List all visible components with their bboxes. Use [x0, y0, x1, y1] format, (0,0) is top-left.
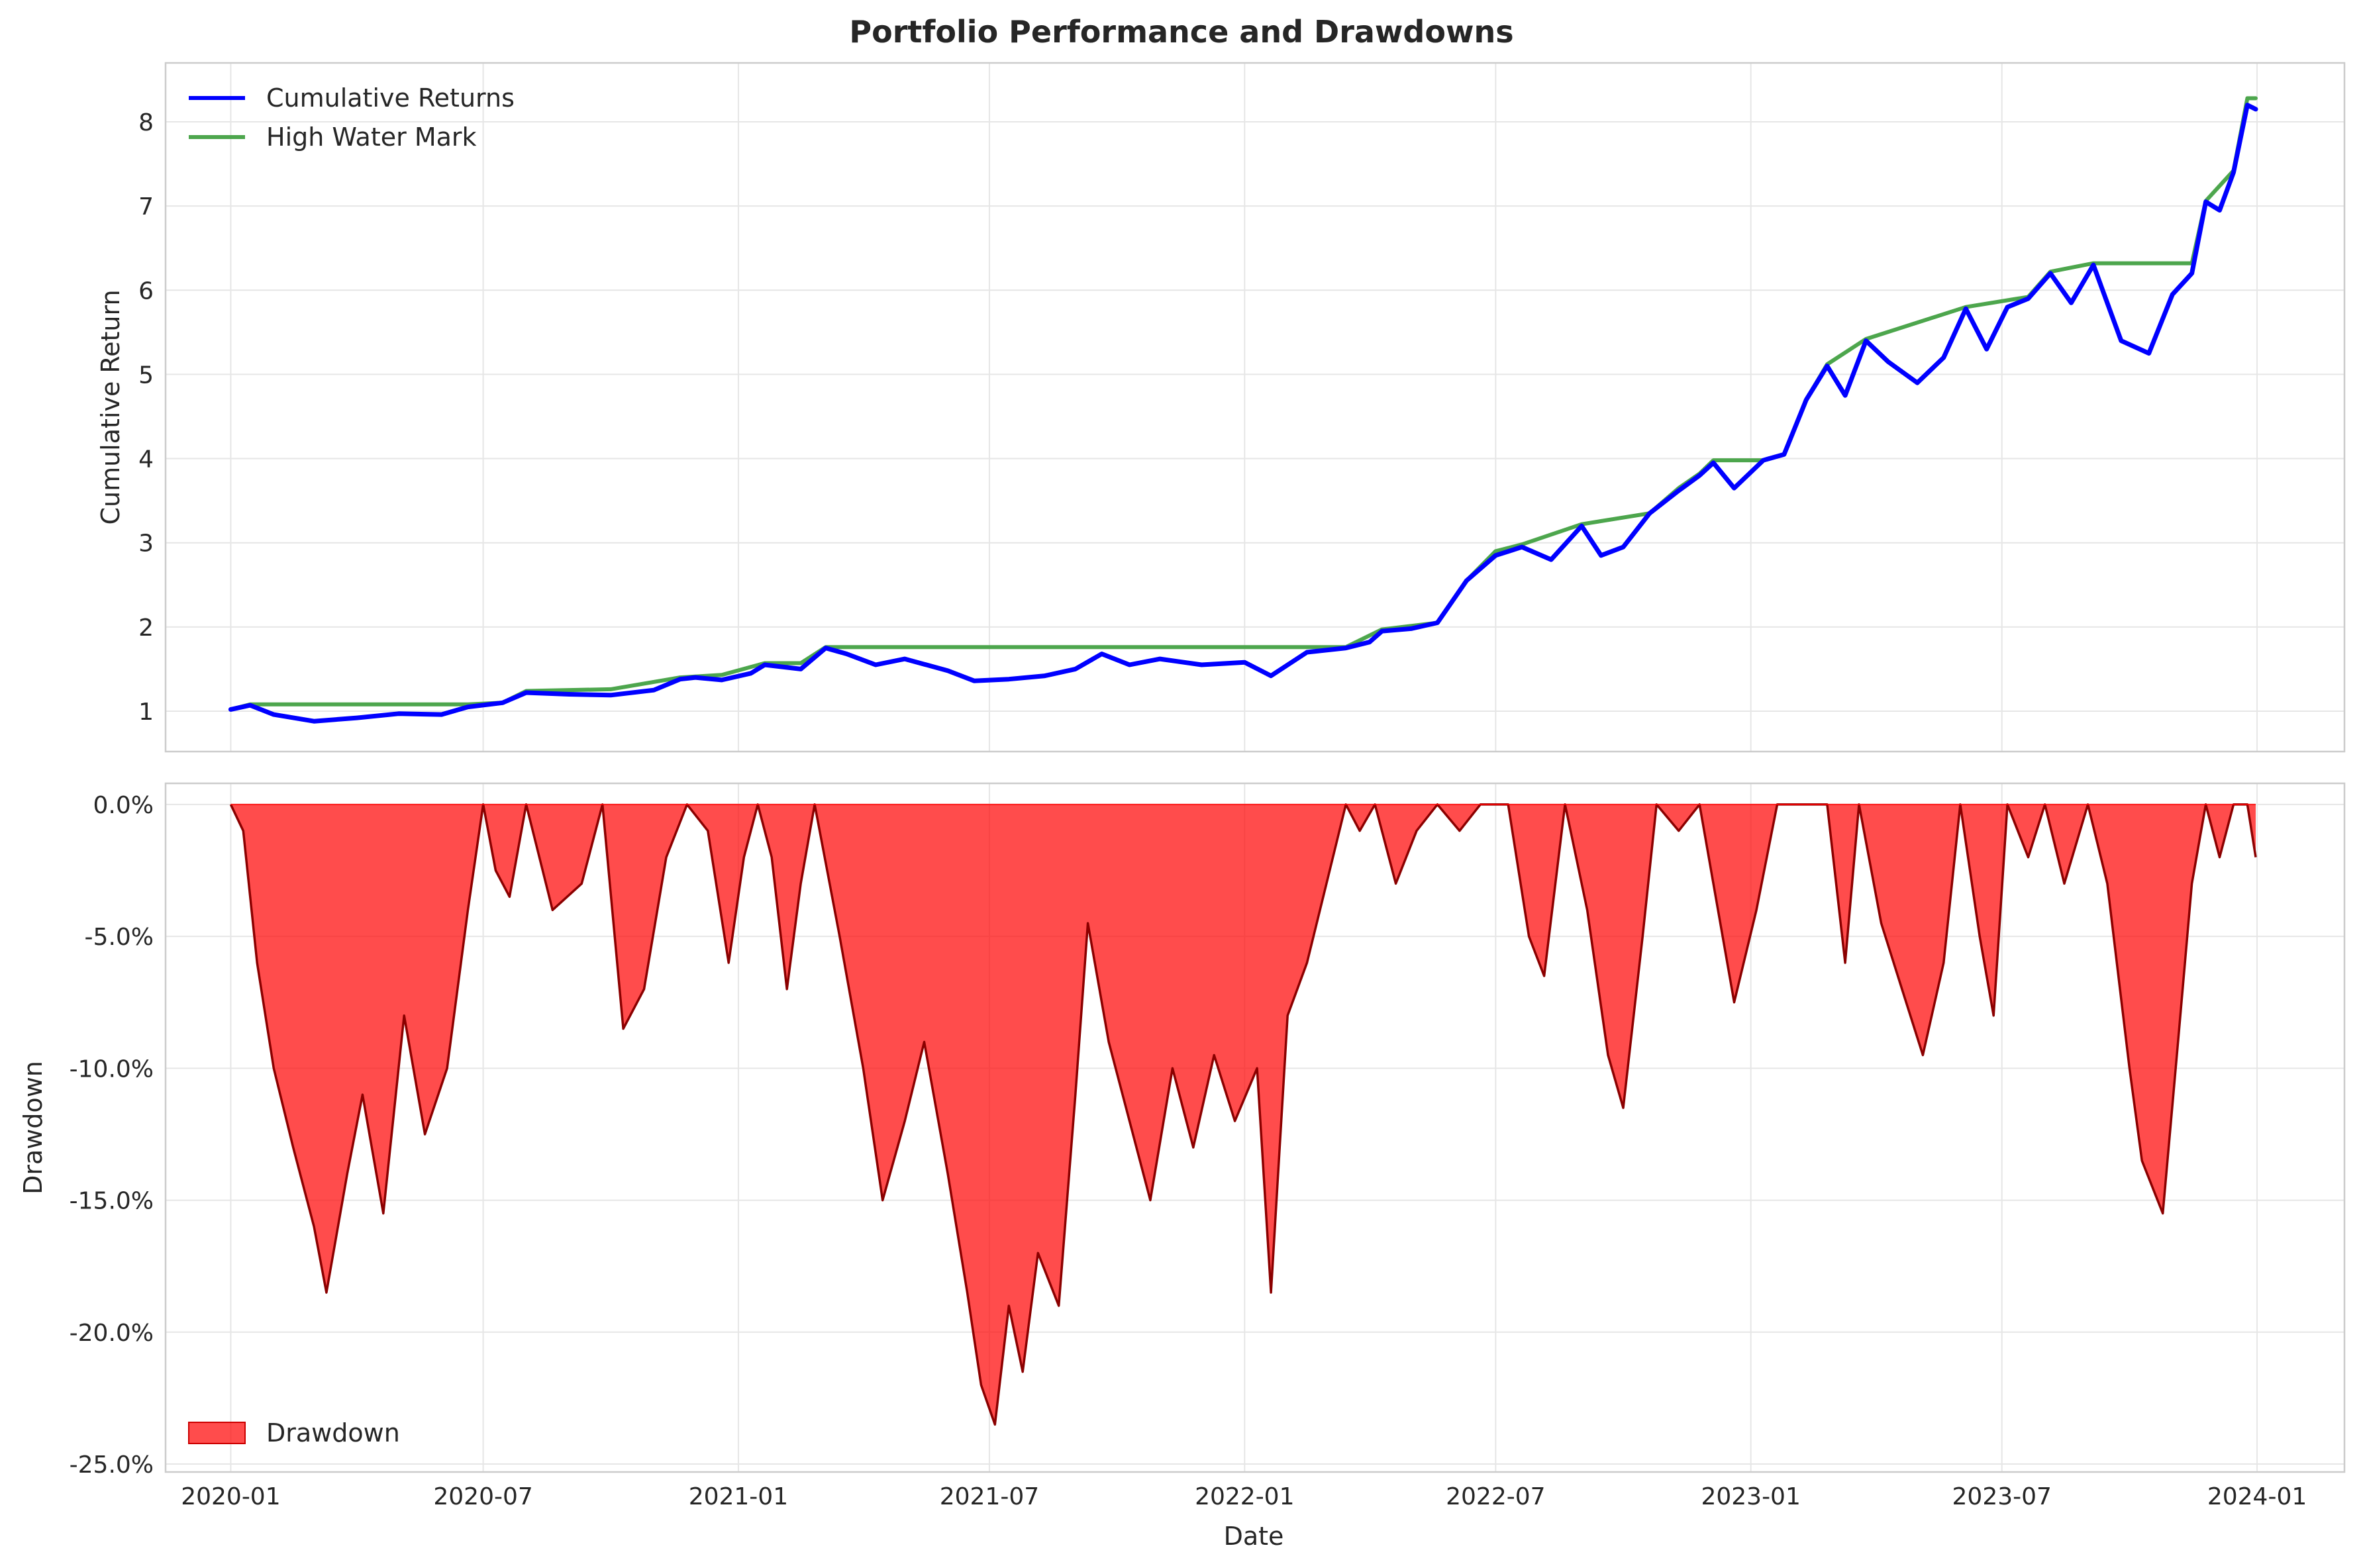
legend-label-cumulative-returns: Cumulative Returns: [266, 83, 515, 113]
bottom-y-tick-label-0: 0.0%: [93, 792, 154, 819]
bottom-y-tick-label-3: -15.0%: [70, 1188, 154, 1215]
legend-label-high-water-mark: High Water Mark: [266, 122, 477, 152]
bottom-panel: 0.0% -5.0% -10.0% -15.0% -20.0% -25.0% 2020-0…: [19, 782, 2346, 1551]
x-tick-label-2: 2021-01: [689, 1483, 788, 1510]
x-tick-label-4: 2022-01: [1195, 1483, 1294, 1510]
top-y-tick-label-7: 8: [138, 109, 154, 136]
bottom-y-ticks: 0.0% -5.0% -10.0% -15.0% -20.0% -25.0%: [70, 792, 154, 1479]
top-y-tick-label-4: 5: [138, 362, 154, 389]
cumulative-returns-line: [228, 103, 2258, 724]
drawdown-area: [230, 804, 2256, 1425]
top-y-ticks: 1 2 3 4 5 6 7 8: [138, 109, 154, 726]
drawdown-line: [229, 803, 2257, 1426]
x-tick-label-0: 2020-01: [181, 1483, 280, 1510]
bottom-y-tick-label-5: -25.0%: [70, 1451, 154, 1479]
x-axis-label: Date: [1224, 1522, 1284, 1551]
legend-swatch-drawdown: [188, 1422, 246, 1444]
bottom-y-tick-label-4: -20.0%: [70, 1320, 154, 1347]
x-tick-label-8: 2024-01: [2207, 1483, 2307, 1510]
top-panel: 1 2 3 4 5 6 7 8 Cumulative Return Cumulative Re…: [96, 62, 2346, 753]
top-legend: Cumulative Returns High Water Mark: [189, 83, 515, 152]
top-y-tick-label-0: 1: [138, 699, 154, 726]
top-y-tick-label-2: 3: [138, 530, 154, 558]
bottom-y-tick-label-1: -5.0%: [85, 924, 154, 951]
top-y-tick-label-5: 6: [138, 277, 154, 305]
bottom-legend: Drawdown: [188, 1418, 400, 1447]
x-tick-label-3: 2021-07: [940, 1483, 1039, 1510]
x-tick-label-1: 2020-07: [433, 1483, 532, 1510]
bottom-axes-frame: [164, 782, 2346, 1473]
top-y-axis-label: Cumulative Return: [96, 289, 125, 524]
top-grid: [166, 63, 2344, 752]
top-y-tick-label-1: 2: [138, 614, 154, 642]
top-y-tick-label-3: 4: [138, 446, 154, 473]
top-axes-frame: [164, 62, 2346, 753]
bottom-y-tick-label-2: -10.0%: [70, 1055, 154, 1083]
legend-label-drawdown: Drawdown: [266, 1418, 400, 1447]
x-tick-label-6: 2023-01: [1701, 1483, 1800, 1510]
bottom-y-axis-label: Drawdown: [19, 1061, 48, 1195]
high-water-mark-line: [228, 96, 2258, 712]
x-axis-ticks: 2020-01 2020-07 2021-01 2021-07 2022-01 2022-…: [181, 1483, 2307, 1510]
chart-title: Portfolio Performance and Drawdowns: [849, 14, 1513, 50]
top-y-tick-label-6: 7: [138, 193, 154, 220]
bottom-series: [229, 803, 2257, 1426]
top-series: [228, 96, 2258, 724]
x-tick-label-7: 2023-07: [1952, 1483, 2052, 1510]
x-tick-label-5: 2022-07: [1446, 1483, 1545, 1510]
